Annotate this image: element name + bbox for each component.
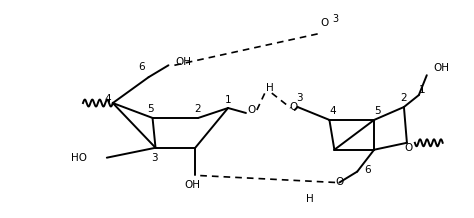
Text: 4: 4 [329,106,336,116]
Text: 5: 5 [374,106,381,116]
Text: H: H [266,83,273,93]
Text: OH: OH [434,63,450,73]
Text: O: O [248,105,256,115]
Text: O: O [405,143,413,153]
Text: O: O [290,102,298,112]
Text: 5: 5 [147,104,154,114]
Text: O: O [320,18,328,27]
Text: H: H [306,194,313,204]
Text: O: O [335,177,344,187]
Text: 2: 2 [401,93,407,103]
Text: 6: 6 [364,165,371,175]
Text: 4: 4 [104,94,111,104]
Text: 1: 1 [419,85,425,95]
Text: 3: 3 [332,14,338,24]
Text: 6: 6 [138,62,145,72]
Text: OH: OH [175,57,191,67]
Text: OH: OH [184,179,201,189]
Text: 2: 2 [194,104,201,114]
Text: HO: HO [71,153,87,163]
Text: 1: 1 [225,95,231,105]
Text: 3: 3 [151,153,158,163]
Text: 3: 3 [296,93,303,103]
